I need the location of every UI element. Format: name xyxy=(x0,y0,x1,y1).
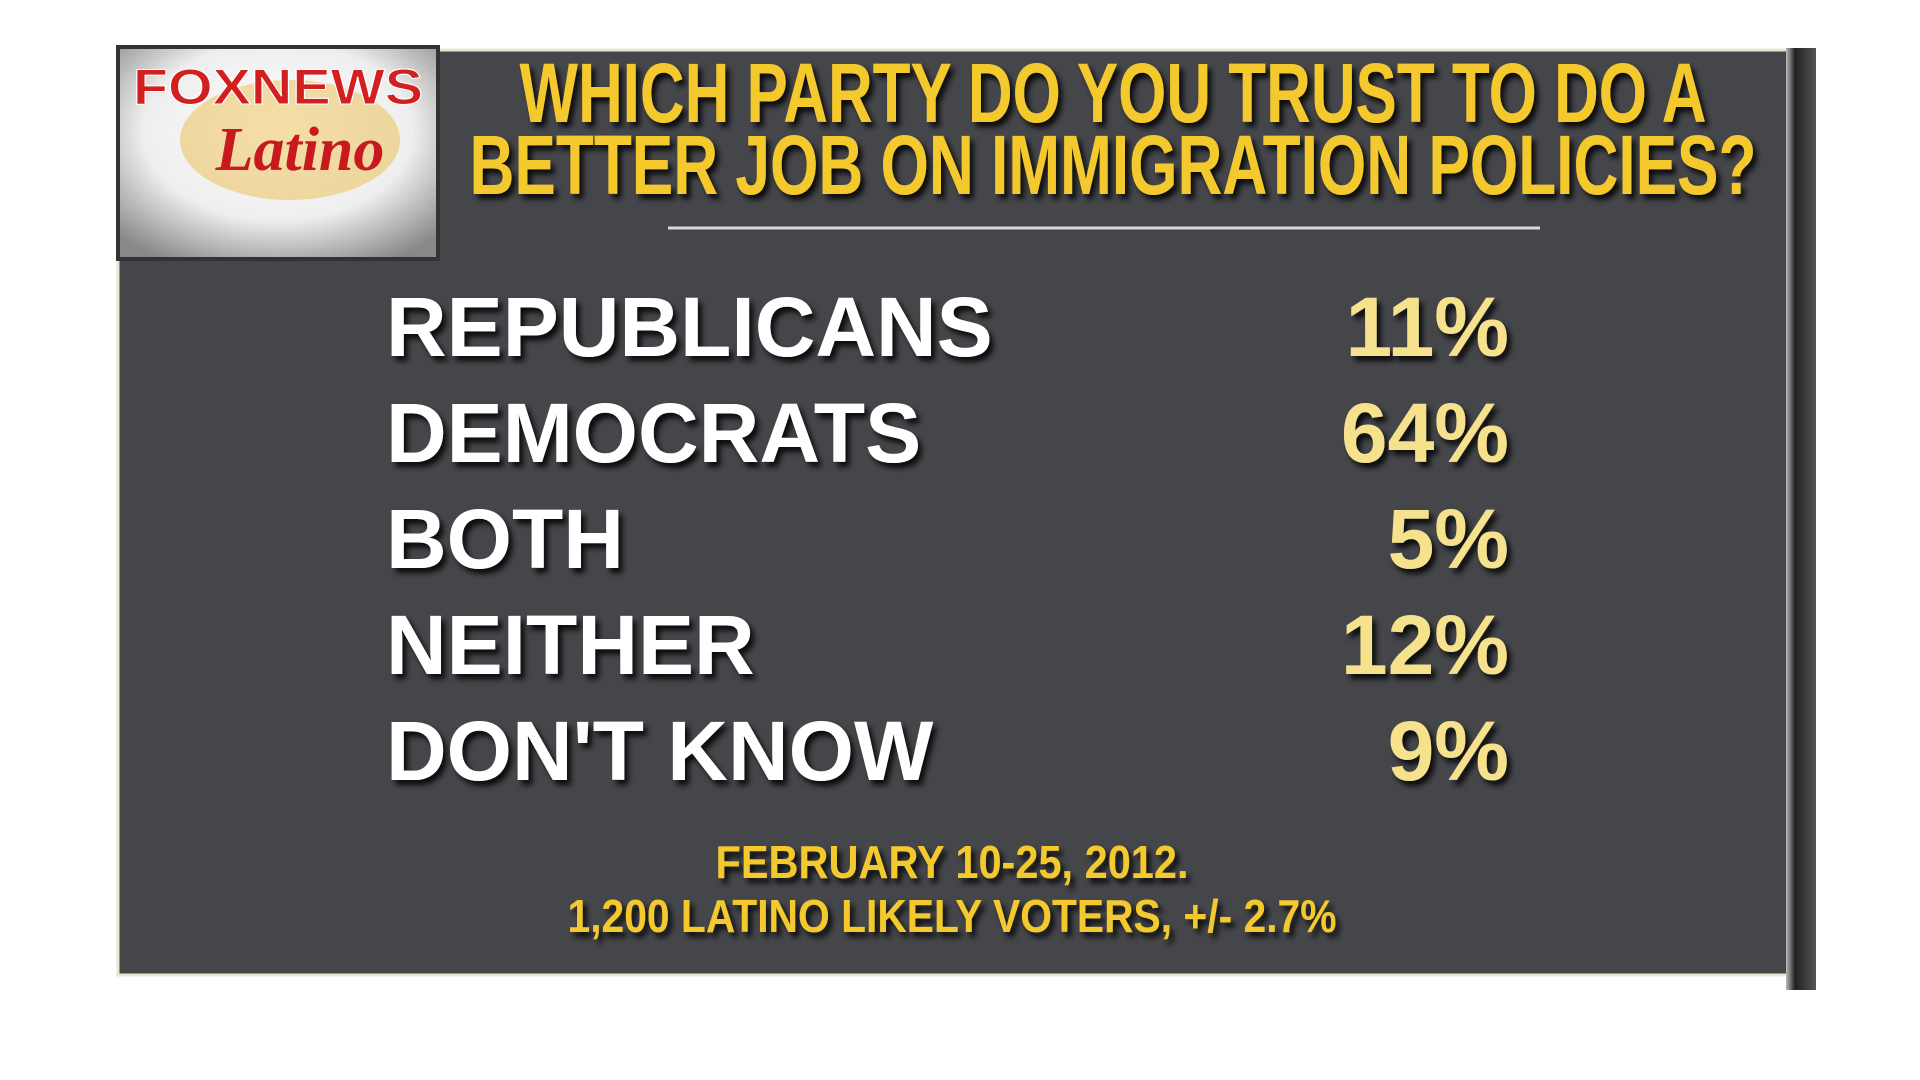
row-value: 12% xyxy=(1341,598,1509,692)
row-value: 64% xyxy=(1341,386,1509,480)
row-label: BOTH xyxy=(386,492,624,586)
row-label: REPUBLICANS xyxy=(386,280,993,374)
footnote-line: 1,200 LATINO LIKELY VOTERS, +/- 2.7% xyxy=(568,890,1337,942)
row-label: DEMOCRATS xyxy=(386,386,921,480)
side-bar xyxy=(1786,48,1816,990)
footnote-line: FEBRUARY 10-25, 2012. xyxy=(716,836,1189,888)
title-line: WHICH PARTY DO YOU TRUST TO DO A xyxy=(520,46,1707,140)
row-value: 5% xyxy=(1388,492,1509,586)
table: REPUBLICANS 11% DEMOCRATS 64% BOTH 5% NEITHER 1… xyxy=(386,280,1509,798)
logo-sub: Latino xyxy=(215,116,385,184)
row-label: DON'T KNOW xyxy=(386,704,934,798)
title-line: BETTER JOB ON IMMIGRATION POLICIES? xyxy=(470,118,1757,212)
logo: FOXNEWS Latino xyxy=(116,45,440,261)
row-value: 11% xyxy=(1346,280,1510,374)
row-value: 9% xyxy=(1388,704,1509,798)
logo-brand: FOXNEWS xyxy=(133,59,423,115)
row-label: NEITHER xyxy=(386,598,755,692)
